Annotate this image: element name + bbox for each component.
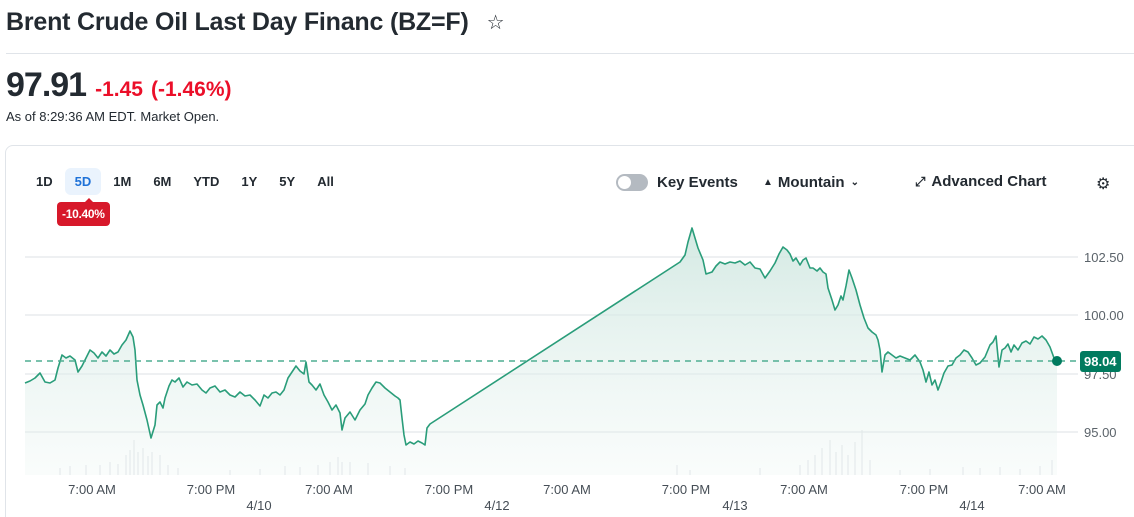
- tab-1y[interactable]: 1Y: [241, 174, 258, 189]
- tab-all[interactable]: All: [317, 174, 334, 189]
- quote: 97.91 -1.45 (-1.46%): [6, 66, 232, 105]
- x-tick-label: 7:00 AM: [1018, 482, 1066, 497]
- price-change: -1.45: [95, 78, 143, 101]
- key-events-label[interactable]: Key Events: [657, 174, 738, 191]
- price-change-percent: (-1.46%): [150, 78, 232, 101]
- tab-ytd[interactable]: YTD: [193, 174, 220, 189]
- tab-1d[interactable]: 1D: [36, 174, 53, 189]
- mountain-icon: ▲: [763, 177, 773, 188]
- y-tick-label: 95.00: [1084, 425, 1117, 440]
- date-label: 4/13: [722, 498, 748, 513]
- date-label: 4/12: [484, 498, 510, 513]
- previous-close-badge: 98.04: [1080, 351, 1121, 372]
- advanced-chart-button[interactable]: ⤢ Advanced Chart: [915, 173, 1046, 190]
- price-area: [25, 228, 1057, 475]
- tab-5d[interactable]: 5D: [64, 168, 102, 195]
- expand-icon: ⤢: [915, 173, 926, 189]
- x-tick-label: 7:00 PM: [899, 482, 949, 497]
- x-tick-label: 7:00 AM: [543, 482, 591, 497]
- chevron-down-icon: ⌄: [850, 177, 859, 188]
- range-tabs: 1D 5D 1M 6M YTD 1Y 5Y All: [26, 168, 346, 195]
- x-tick-label: 7:00 PM: [186, 482, 236, 497]
- chart-type-dropdown[interactable]: ▲ Mountain ⌄: [763, 174, 859, 191]
- range-change-badge: -10.40%: [57, 198, 110, 226]
- x-tick-label: 7:00 AM: [780, 482, 828, 497]
- title-row: Brent Crude Oil Last Day Financ (BZ=F) ☆: [6, 8, 505, 37]
- toggle-knob: [618, 176, 631, 189]
- x-tick-label: 7:00 PM: [661, 482, 711, 497]
- x-tick-label: 7:00 AM: [305, 482, 353, 497]
- price: 97.91: [6, 66, 87, 104]
- gear-icon[interactable]: ⚙: [1096, 176, 1111, 193]
- y-tick-label: 102.50: [1084, 250, 1124, 265]
- date-label: 4/14: [959, 498, 985, 513]
- tab-5y[interactable]: 5Y: [279, 174, 296, 189]
- tab-6m[interactable]: 6M: [153, 174, 172, 189]
- advanced-chart-label: Advanced Chart: [931, 173, 1047, 190]
- price-line: [24, 227, 1058, 446]
- market-status: As of 8:29:36 AM EDT. Market Open.: [6, 109, 220, 124]
- chart-type-label: Mountain: [777, 174, 845, 191]
- x-tick-label: 7:00 AM: [68, 482, 116, 497]
- key-events-toggle[interactable]: [616, 174, 648, 191]
- x-tick-label: 7:00 PM: [424, 482, 474, 497]
- y-tick-label: 100.00: [1084, 308, 1124, 323]
- page-title: Brent Crude Oil Last Day Financ (BZ=F): [6, 8, 469, 36]
- divider: [6, 53, 1134, 54]
- tab-1m[interactable]: 1M: [113, 174, 132, 189]
- last-price-dot: [1052, 356, 1062, 366]
- date-label: 4/10: [246, 498, 272, 513]
- star-icon[interactable]: ☆: [486, 11, 505, 34]
